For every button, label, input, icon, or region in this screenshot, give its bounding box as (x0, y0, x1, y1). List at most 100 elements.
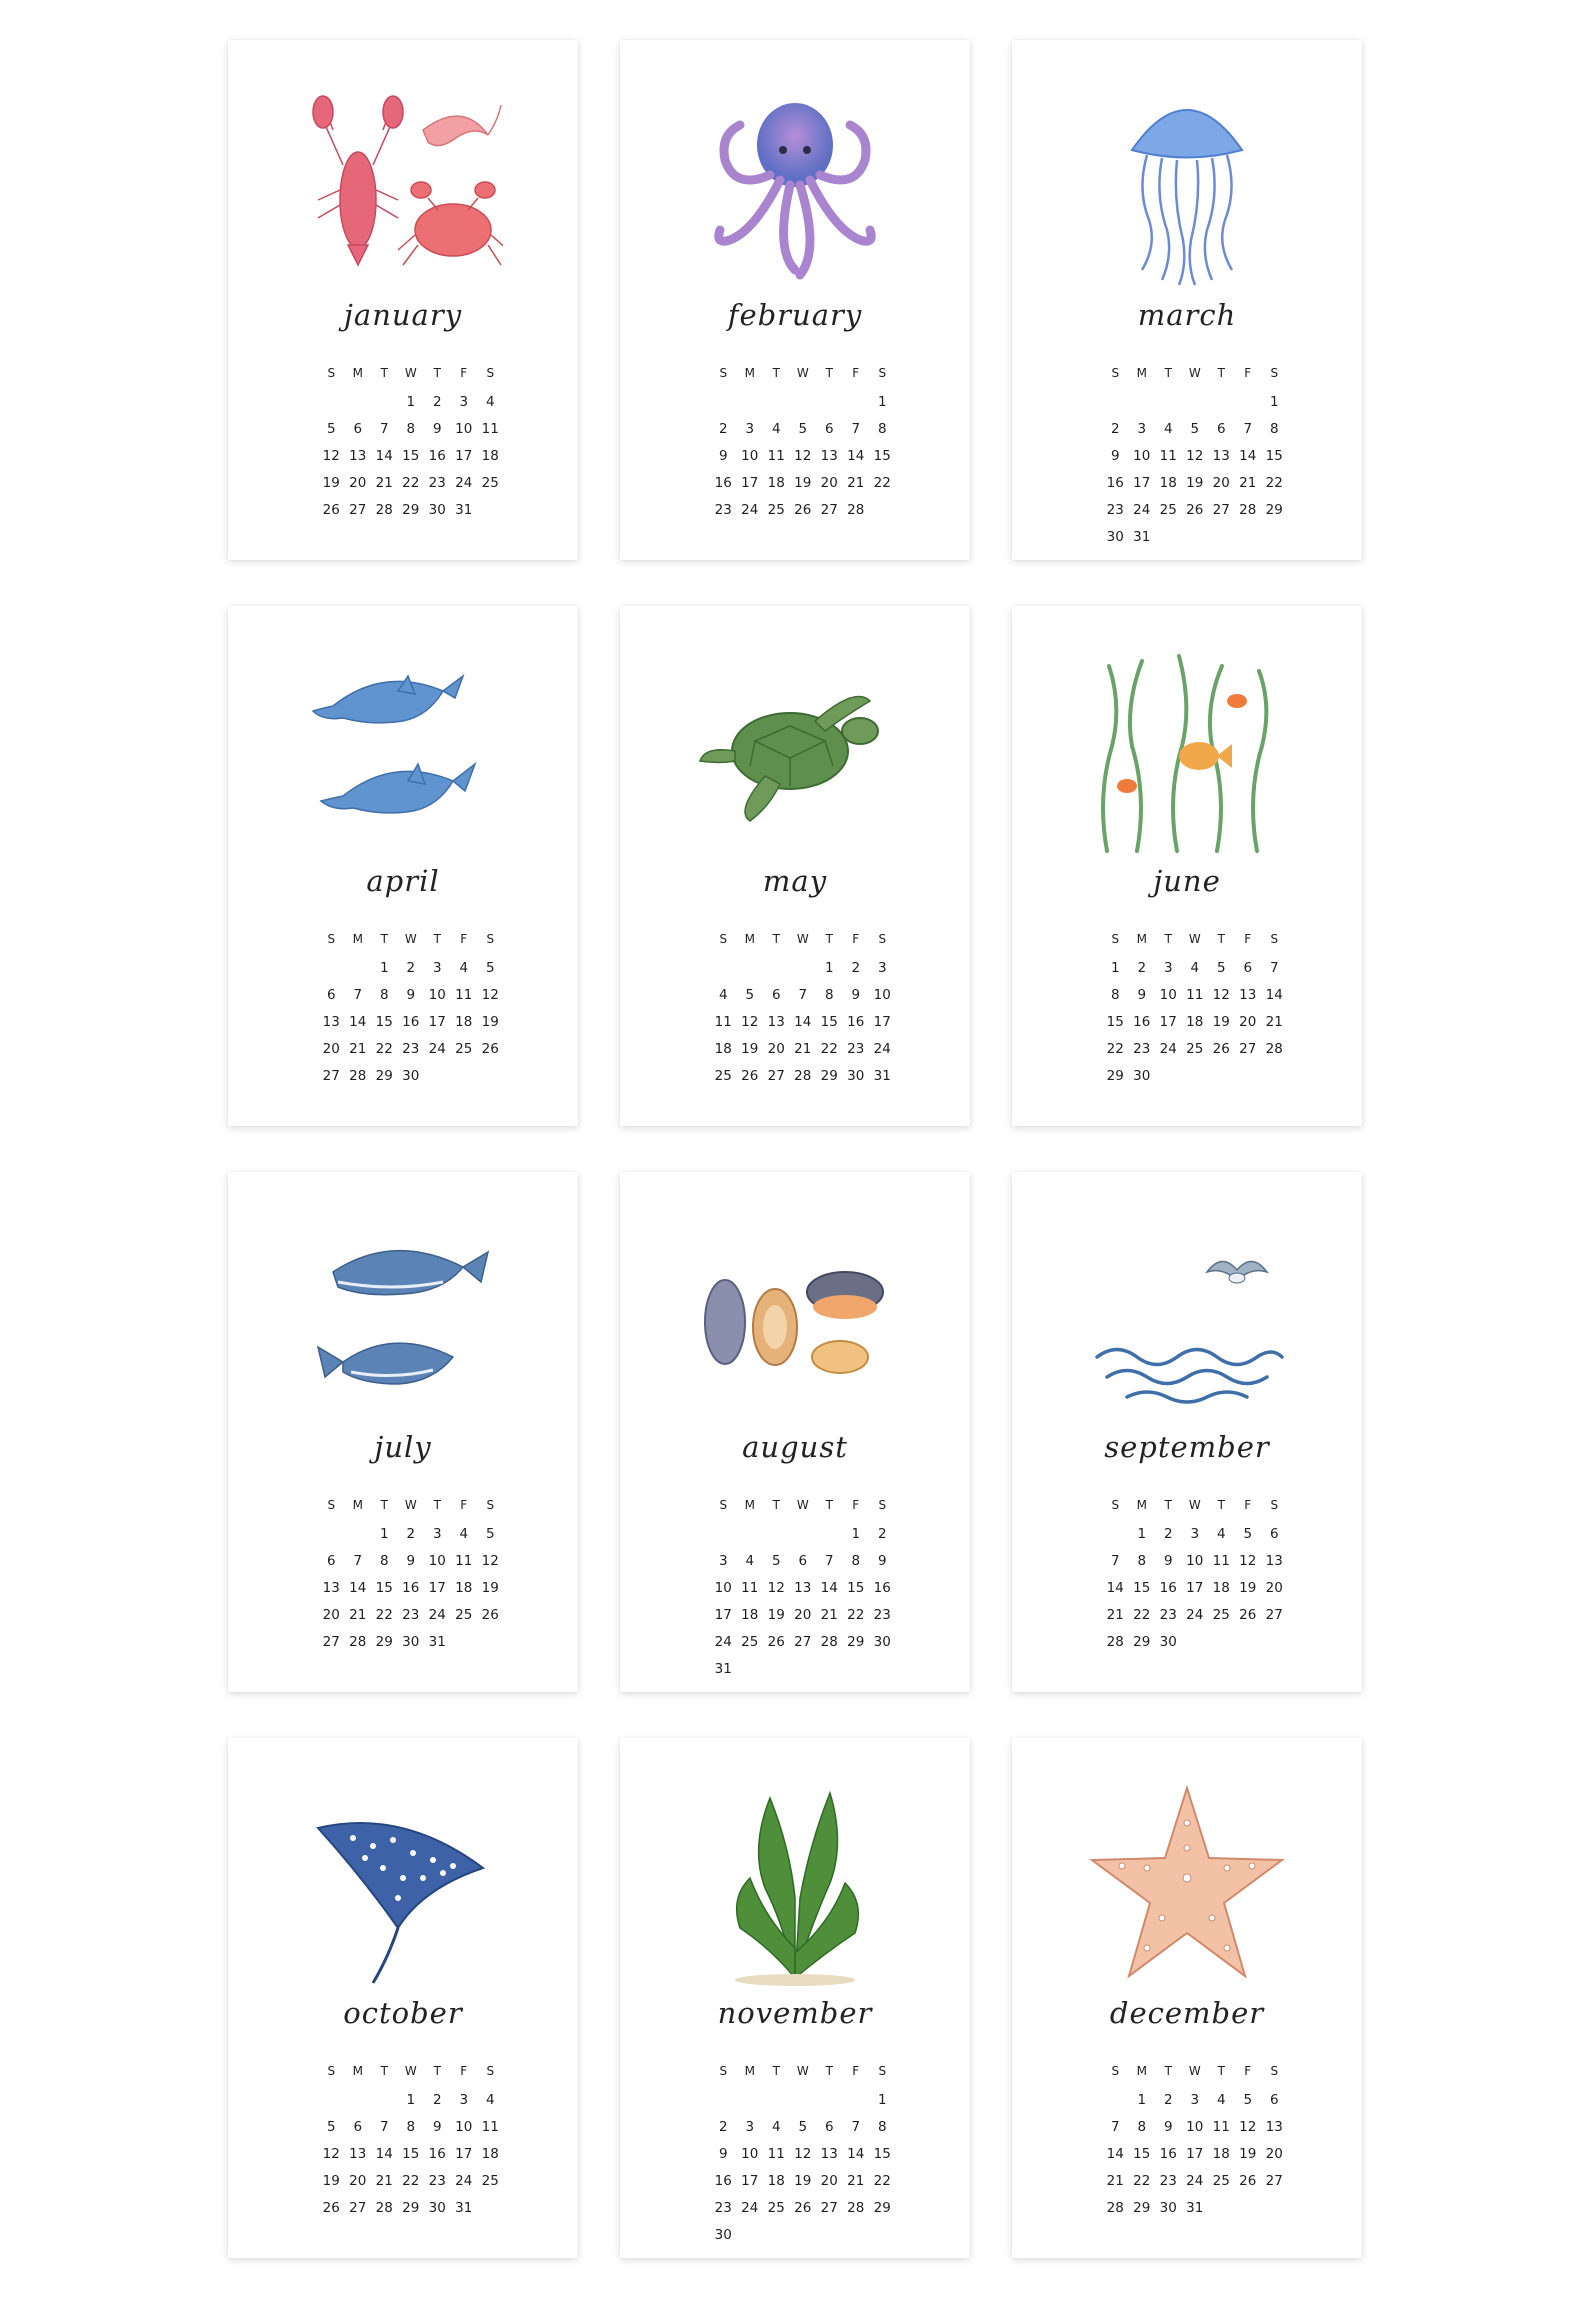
day-cell: 26 (1212, 1041, 1230, 1057)
day-cell: 25 (1212, 2173, 1230, 2189)
day-cell: 10 (714, 1580, 732, 1596)
day-cell: 30 (1106, 529, 1124, 545)
day-cell: 9 (1137, 987, 1147, 1003)
day-cell: 24 (1159, 1041, 1177, 1057)
day-cell: 4 (485, 2092, 495, 2108)
weekday-label: T (433, 366, 441, 380)
day-cell: 28 (1265, 1041, 1283, 1057)
day-cell: 13 (349, 2146, 367, 2162)
day-cell: 15 (847, 1580, 865, 1596)
day-cell: 8 (379, 1553, 389, 1569)
day-cell: 2 (1137, 960, 1147, 976)
day-cell: 23 (714, 2200, 732, 2216)
weekday-label: M (1136, 1498, 1147, 1512)
day-cell: 23 (1106, 502, 1124, 518)
day-cell: 20 (322, 1607, 340, 1623)
day-cell: 9 (406, 1553, 416, 1569)
day-cell: 8 (406, 421, 416, 437)
day-cell: 6 (326, 987, 336, 1003)
weekday-label: T (772, 366, 780, 380)
day-cell: 19 (481, 1014, 499, 1030)
day-cell: 24 (1186, 1607, 1204, 1623)
day-cell: 27 (322, 1634, 340, 1650)
day-cell: 23 (1159, 1607, 1177, 1623)
day-cell: 21 (847, 475, 865, 491)
day-cell: 2 (718, 2119, 728, 2135)
day-cell: 13 (794, 1580, 812, 1596)
weekday-label: T (825, 1498, 833, 1512)
day-cell: 23 (428, 475, 446, 491)
day-cell: 14 (375, 448, 393, 464)
day-cell: 24 (741, 2200, 759, 2216)
weekday-label: M (352, 1498, 363, 1512)
day-cell: 21 (375, 2173, 393, 2189)
day-cell: 16 (1159, 2146, 1177, 2162)
day-cell: 28 (847, 502, 865, 518)
weekday-label: W (796, 2064, 809, 2078)
day-cell: 10 (1186, 1553, 1204, 1569)
day-cell: 15 (375, 1580, 393, 1596)
day-cell: 16 (1133, 1014, 1151, 1030)
day-cell: 22 (1133, 1607, 1151, 1623)
day-cell: 12 (741, 1014, 759, 1030)
day-cell: 9 (432, 2119, 442, 2135)
day-cell: 28 (1106, 1634, 1124, 1650)
day-cell: 15 (402, 2146, 420, 2162)
month-title: september (1104, 1430, 1270, 1464)
day-cell: 29 (402, 502, 420, 518)
day-cell: 26 (741, 1068, 759, 1084)
day-cell: 17 (455, 448, 473, 464)
day-cell: 25 (455, 1607, 473, 1623)
day-cell: 6 (824, 421, 834, 437)
day-cell: 25 (1212, 1607, 1230, 1623)
calendar-card-august: august S M T W T F S 1 2 3 4 5 6 7 8 9 10 11 12 13 14 15 16 17 18… (620, 1172, 970, 1692)
month-grid: S M T W T F S 1 2 3 4 5 6 7 8 9 10 11 12 13 14 15 16 17 18 19 20 21… (318, 1494, 504, 1656)
day-cell: 30 (714, 2227, 732, 2243)
day-cell: 12 (767, 1580, 785, 1596)
day-cell: 31 (455, 2200, 473, 2216)
day-cell: 29 (1265, 502, 1283, 518)
day-cell: 24 (1186, 2173, 1204, 2189)
day-cell: 4 (771, 2119, 781, 2135)
day-cell: 7 (1243, 421, 1253, 437)
day-cell: 24 (455, 475, 473, 491)
day-cell: 14 (1265, 987, 1283, 1003)
day-cell: 24 (1133, 502, 1151, 518)
month-title: may (762, 864, 828, 898)
blank-cell (345, 2087, 372, 2114)
month-grid: S M T W T F S 1 2 3 4 5 6 7 8 9 10 11 12 13 14 15 16 17 18 19 20 21… (1102, 2060, 1288, 2222)
weekday-label: T (772, 1498, 780, 1512)
weekday-label: W (1188, 2064, 1201, 2078)
day-cell: 18 (1186, 1014, 1204, 1030)
day-cell: 6 (1269, 2092, 1279, 2108)
day-cell: 9 (851, 987, 861, 1003)
day-cell: 12 (481, 987, 499, 1003)
day-cell: 5 (1243, 2092, 1253, 2108)
day-cell: 22 (847, 1607, 865, 1623)
starfish-illustration (1087, 1778, 1287, 1988)
weekday-label: F (852, 2064, 860, 2078)
day-cell: 18 (481, 448, 499, 464)
day-cell: 16 (428, 448, 446, 464)
day-cell: 7 (851, 2119, 861, 2135)
day-cell: 21 (1106, 2173, 1124, 2189)
day-cell: 12 (794, 448, 812, 464)
day-cell: 15 (873, 2146, 891, 2162)
day-cell: 1 (877, 2092, 887, 2108)
day-cell: 20 (820, 475, 838, 491)
day-cell: 19 (322, 2173, 340, 2189)
day-cell: 15 (873, 448, 891, 464)
day-cell: 28 (349, 1068, 367, 1084)
weekday-label: F (852, 366, 860, 380)
day-cell: 18 (1159, 475, 1177, 491)
day-cell: 15 (1265, 448, 1283, 464)
day-cell: 9 (1110, 448, 1120, 464)
day-cell: 22 (375, 1041, 393, 1057)
weekday-label: M (1136, 366, 1147, 380)
day-cell: 1 (406, 394, 416, 410)
day-cell: 25 (1159, 502, 1177, 518)
blank-cell (371, 389, 398, 416)
day-cell: 21 (1265, 1014, 1283, 1030)
lobster-shrimp-crab-illustration (303, 80, 503, 290)
day-cell: 28 (820, 1634, 838, 1650)
